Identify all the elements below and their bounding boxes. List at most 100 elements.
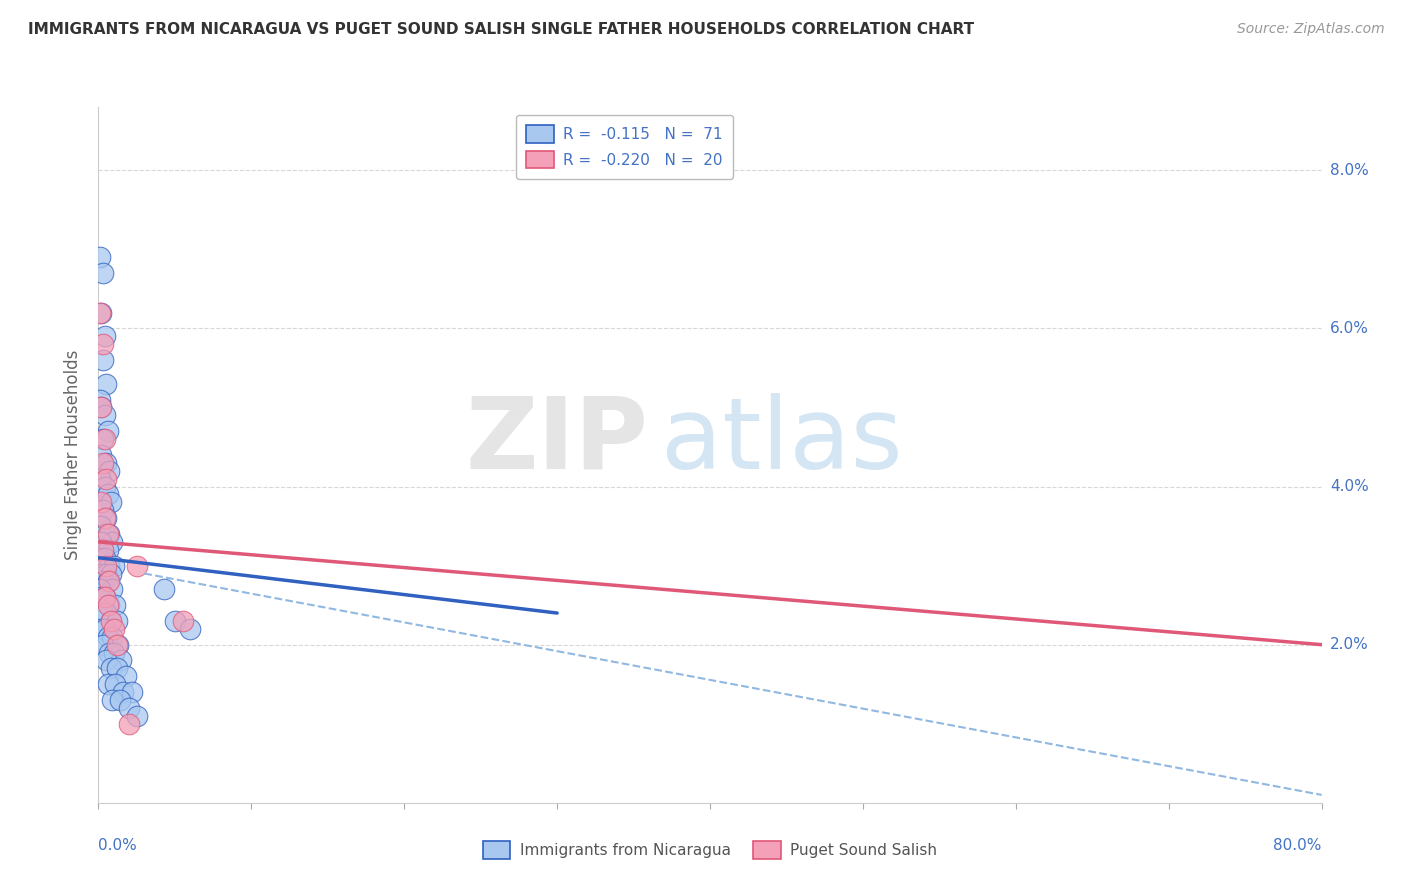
Point (98, 646, 121, 660)
Point (94, 606, 117, 620)
Point (100, 495, 122, 509)
Point (97, 487, 120, 501)
Point (94, 653, 117, 667)
Point (107, 638, 129, 652)
Point (89, 305, 111, 319)
Point (97, 542, 120, 557)
Point (104, 677, 127, 691)
Legend: Immigrants from Nicaragua, Puget Sound Salish: Immigrants from Nicaragua, Puget Sound S… (477, 835, 943, 864)
Point (101, 693, 124, 707)
Point (93, 527, 115, 541)
Text: ZIP: ZIP (465, 392, 648, 490)
Text: 2.0%: 2.0% (1330, 637, 1368, 652)
Point (98, 527, 121, 541)
Point (111, 685, 134, 699)
Point (105, 638, 128, 652)
Point (101, 534, 124, 549)
Point (91, 606, 114, 620)
Point (97, 598, 120, 612)
Point (93, 591, 115, 605)
Text: 80.0%: 80.0% (1274, 838, 1322, 853)
Point (89, 582, 111, 597)
Text: Source: ZipAtlas.com: Source: ZipAtlas.com (1237, 22, 1385, 37)
Point (103, 622, 125, 636)
Point (98, 558, 121, 573)
Point (97, 677, 120, 691)
Point (94, 456, 117, 470)
Point (93, 622, 115, 636)
Point (108, 693, 131, 707)
Point (90, 448, 112, 462)
Point (179, 622, 201, 636)
Point (103, 558, 125, 573)
Point (94, 376, 117, 391)
Point (90, 566, 112, 581)
Point (90, 534, 112, 549)
Point (89, 550, 111, 565)
Text: atlas: atlas (661, 392, 903, 490)
Text: IMMIGRANTS FROM NICARAGUA VS PUGET SOUND SALISH SINGLE FATHER HOUSEHOLDS CORRELA: IMMIGRANTS FROM NICARAGUA VS PUGET SOUND… (28, 22, 974, 37)
Point (91, 266, 114, 280)
Point (90, 401, 112, 415)
Text: 6.0%: 6.0% (1330, 321, 1369, 336)
Point (121, 685, 143, 699)
Point (94, 472, 117, 486)
Point (93, 432, 115, 446)
Point (90, 622, 112, 636)
Point (94, 566, 117, 581)
Point (93, 511, 115, 525)
Point (91, 432, 114, 446)
Point (118, 716, 141, 731)
Point (105, 661, 128, 675)
Point (172, 614, 194, 628)
Point (90, 495, 112, 509)
Point (89, 392, 111, 407)
Point (100, 661, 122, 675)
Point (98, 574, 121, 589)
Text: 0.0%: 0.0% (98, 838, 138, 853)
Point (97, 630, 120, 644)
Point (98, 464, 121, 478)
Point (91, 353, 114, 368)
Point (90, 401, 112, 415)
Point (97, 527, 120, 541)
Point (125, 558, 148, 573)
Point (105, 614, 128, 628)
Point (101, 630, 124, 644)
Point (91, 574, 114, 589)
Point (93, 591, 115, 605)
Point (94, 558, 117, 573)
Point (93, 550, 115, 565)
Point (90, 305, 112, 319)
Point (104, 598, 127, 612)
Point (90, 591, 112, 605)
Point (91, 638, 114, 652)
Point (93, 409, 115, 423)
Point (89, 250, 111, 264)
Point (125, 708, 148, 723)
Point (93, 479, 115, 493)
Point (115, 669, 138, 683)
Point (100, 614, 122, 628)
Point (153, 582, 176, 597)
Point (89, 519, 111, 533)
Text: 4.0%: 4.0% (1330, 479, 1368, 494)
Point (100, 614, 122, 628)
Point (163, 614, 186, 628)
Point (91, 456, 114, 470)
Point (101, 582, 124, 597)
Point (97, 574, 120, 589)
Text: 8.0%: 8.0% (1330, 163, 1368, 178)
Point (91, 337, 114, 351)
Y-axis label: Single Father Households: Single Father Households (65, 350, 83, 560)
Point (91, 503, 114, 517)
Point (90, 519, 112, 533)
Point (98, 598, 121, 612)
Point (89, 472, 111, 486)
Point (91, 542, 114, 557)
Point (103, 646, 125, 660)
Point (100, 566, 122, 581)
Point (97, 424, 120, 438)
Point (110, 653, 132, 667)
Point (93, 329, 115, 343)
